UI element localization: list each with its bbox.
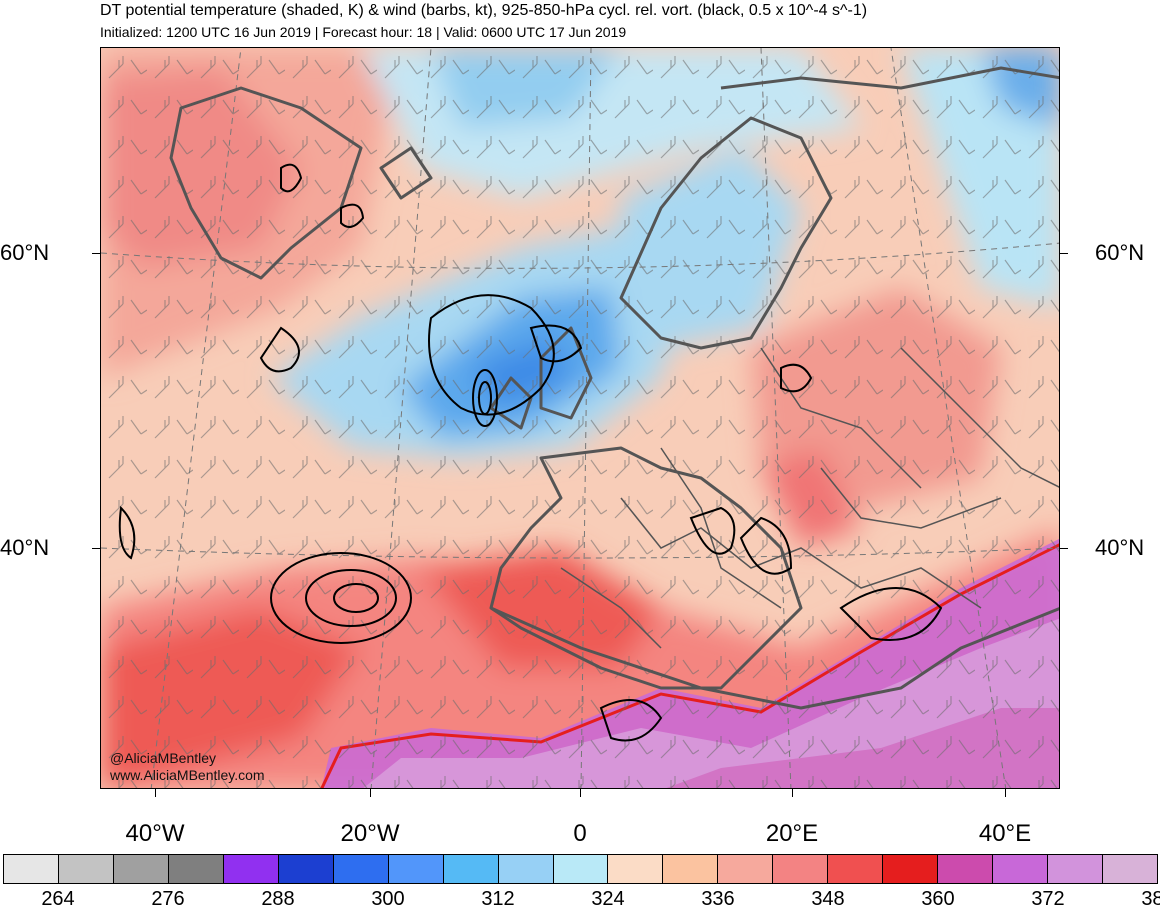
colorbar-swatch — [718, 855, 774, 883]
lon-label-40e: 40°E — [978, 820, 1032, 847]
colorbar-swatch — [1048, 855, 1104, 883]
colorbar-label: 312 — [481, 888, 515, 910]
lat-label-60n-left: 60°N — [0, 240, 50, 265]
lat-tick — [92, 548, 100, 549]
colorbar-label: 300 — [371, 888, 405, 910]
credit-handle: @AliciaMBentley — [110, 750, 217, 766]
lon-label-0: 0 — [573, 820, 587, 847]
chart-title: DT potential temperature (shaded, K) & w… — [100, 2, 868, 19]
colorbar-label: 336 — [701, 888, 735, 910]
lon-tick — [155, 789, 156, 797]
lon-tick — [370, 789, 371, 797]
colorbar-label: 276 — [151, 888, 185, 910]
colorbar-swatch — [883, 855, 939, 883]
lat-tick — [92, 253, 100, 254]
colorbar-label: 264 — [41, 888, 75, 910]
colorbar-swatch — [58, 855, 114, 883]
lon-label-20e: 20°E — [765, 820, 819, 847]
colorbar-label: 324 — [591, 888, 625, 910]
colorbar-swatch — [443, 855, 499, 883]
lat-label-60n-right: 60°N — [1095, 240, 1145, 265]
colorbar-label: 288 — [261, 888, 295, 910]
credit-website: www.AliciaMBentley.com — [110, 767, 265, 783]
colorbar-swatch — [773, 855, 829, 883]
colorbar-swatch — [278, 855, 334, 883]
colorbar-swatch — [113, 855, 169, 883]
lon-tick — [580, 789, 581, 797]
colorbar-label: 384 — [1141, 888, 1160, 910]
lon-label-40w: 40°W — [125, 820, 185, 847]
lat-tick — [1060, 548, 1068, 549]
borders — [560, 347, 1059, 649]
colorbar-label: 348 — [811, 888, 845, 910]
colorbar-swatch — [388, 855, 444, 883]
colorbar-swatch — [938, 855, 994, 883]
colorbar-swatch — [553, 855, 609, 883]
vorticity-contours — [118, 163, 943, 742]
colorbar-swatch — [1103, 855, 1158, 883]
colorbar-swatch — [828, 855, 884, 883]
lat-tick — [1060, 253, 1068, 254]
map-canvas — [101, 48, 1059, 788]
graticule — [101, 48, 1059, 788]
colorbar-swatch — [498, 855, 554, 883]
colorbar-swatch — [608, 855, 664, 883]
colorbar-swatch — [333, 855, 389, 883]
map-panel[interactable] — [100, 47, 1060, 789]
lon-label-20w: 20°W — [340, 820, 400, 847]
wind-barbs — [101, 48, 1059, 788]
chart-subtitle: Initialized: 1200 UTC 16 Jun 2019 | Fore… — [100, 24, 627, 40]
colorbar-label: 372 — [1031, 888, 1065, 910]
lon-tick — [1005, 789, 1006, 797]
lat-label-40n-right: 40°N — [1095, 535, 1145, 560]
lat-label-40n-left: 40°N — [0, 535, 50, 560]
lon-tick — [792, 789, 793, 797]
colorbar-swatch — [993, 855, 1049, 883]
coastlines — [169, 66, 1059, 710]
colorbar-swatch — [4, 855, 59, 883]
colorbar-swatch — [223, 855, 279, 883]
colorbar — [3, 854, 1158, 884]
colorbar-swatch — [168, 855, 224, 883]
colorbar-label: 360 — [921, 888, 955, 910]
colorbar-swatch — [663, 855, 719, 883]
